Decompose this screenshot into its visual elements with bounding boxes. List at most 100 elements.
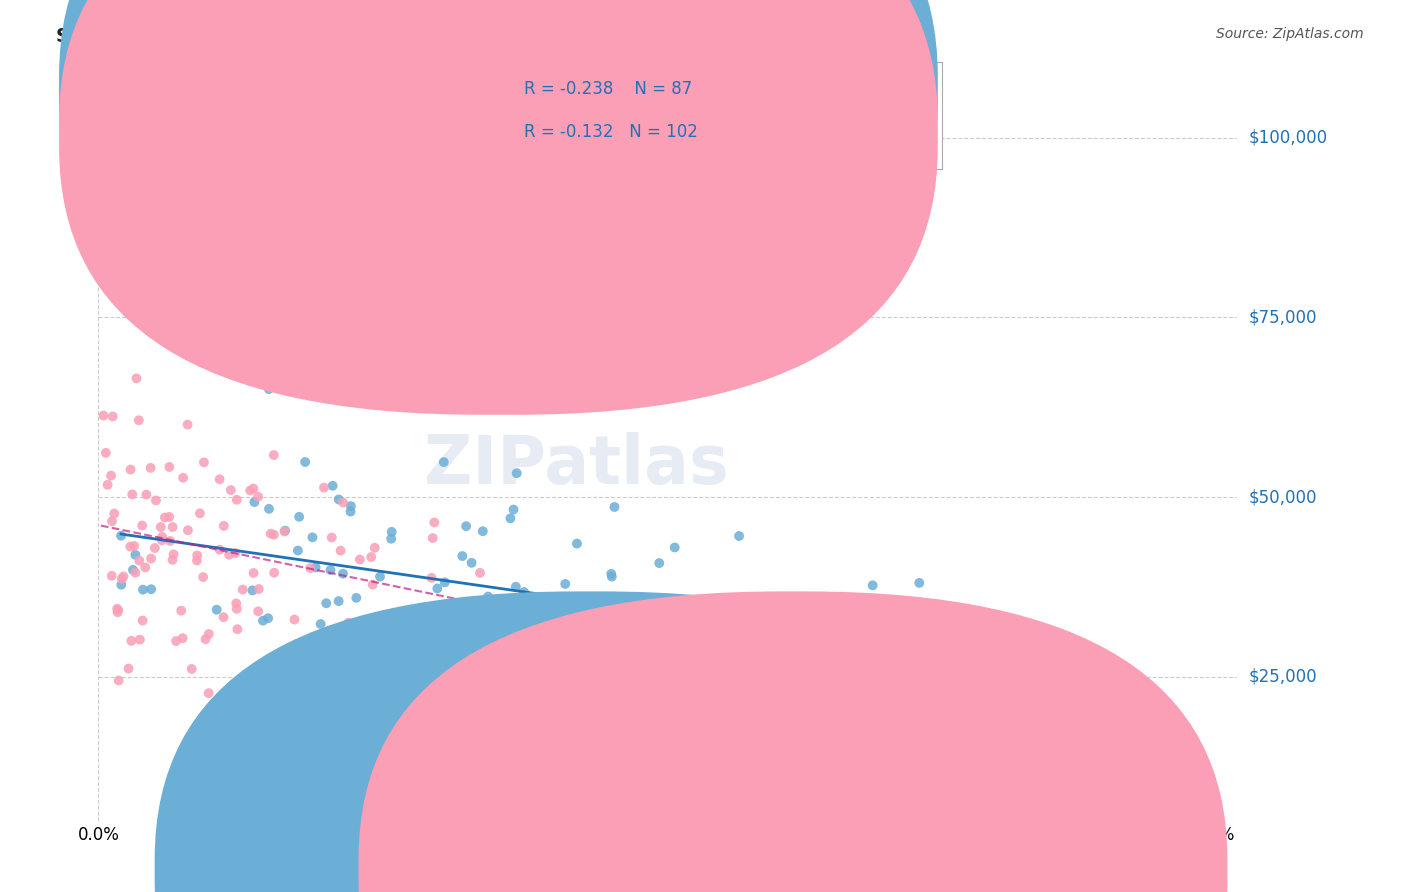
Point: [600, 569, 623, 583]
Point: [263, 448, 285, 462]
Point: [120, 633, 142, 648]
Point: [288, 642, 311, 657]
Point: [349, 552, 371, 566]
Point: [172, 471, 194, 485]
Point: [287, 543, 309, 558]
Point: [101, 514, 124, 528]
Point: [328, 492, 350, 507]
Point: [381, 524, 404, 539]
Point: [97, 477, 120, 491]
Point: [416, 646, 439, 660]
Point: [294, 455, 316, 469]
Point: [157, 460, 180, 475]
Point: [134, 560, 156, 574]
Point: [247, 604, 270, 618]
Point: [186, 553, 208, 567]
Point: [600, 566, 623, 581]
Point: [131, 518, 153, 533]
Point: [533, 630, 555, 644]
Point: [139, 582, 162, 597]
Point: [527, 656, 550, 670]
Point: [433, 575, 456, 590]
Point: [395, 667, 418, 681]
Point: [197, 627, 219, 641]
Point: [340, 499, 363, 513]
Point: [101, 409, 124, 424]
Point: [125, 371, 148, 385]
Text: SCOTCH-IRISH VS PAKISTANI PER CAPITA INCOME CORRELATION CHART: SCOTCH-IRISH VS PAKISTANI PER CAPITA INC…: [56, 27, 837, 45]
Point: [122, 563, 145, 577]
Point: [420, 571, 443, 585]
Point: [664, 541, 686, 555]
Point: [132, 582, 155, 597]
Point: [305, 560, 328, 574]
Point: [328, 594, 350, 608]
Point: [225, 492, 247, 507]
Point: [243, 495, 266, 509]
Point: [322, 479, 344, 493]
Point: [208, 472, 231, 486]
Point: [554, 577, 576, 591]
Point: [263, 527, 285, 541]
Point: [131, 614, 153, 628]
Point: [468, 566, 491, 580]
Point: [117, 662, 139, 676]
Point: [100, 468, 122, 483]
Point: [506, 467, 529, 481]
Point: [159, 533, 181, 548]
Point: [149, 520, 172, 534]
Point: [100, 569, 122, 583]
Point: [197, 686, 219, 700]
Point: [368, 569, 391, 583]
Text: $50,000: $50,000: [1249, 488, 1317, 506]
Point: [380, 532, 402, 546]
Point: [90, 160, 112, 174]
Point: [120, 462, 142, 476]
Point: [329, 543, 352, 558]
Point: [283, 613, 305, 627]
Point: [128, 554, 150, 568]
Point: [260, 526, 283, 541]
Point: [212, 519, 235, 533]
Point: [247, 582, 270, 596]
Point: [257, 382, 280, 396]
Point: [453, 599, 475, 614]
Point: [891, 615, 914, 629]
Point: [139, 551, 162, 566]
Point: [105, 601, 128, 615]
Point: [128, 413, 150, 427]
Text: Source: ZipAtlas.com: Source: ZipAtlas.com: [1216, 27, 1364, 41]
Point: [177, 523, 200, 537]
Point: [384, 656, 406, 670]
Point: [242, 482, 264, 496]
Point: [516, 649, 538, 664]
Point: [121, 487, 143, 501]
Point: [176, 417, 198, 432]
Text: R = -0.238    N = 87: R = -0.238 N = 87: [524, 80, 693, 98]
Point: [226, 622, 249, 636]
Point: [312, 481, 335, 495]
Point: [505, 580, 527, 594]
Point: [257, 501, 280, 516]
Point: [103, 507, 125, 521]
Point: [472, 696, 495, 710]
Point: [887, 677, 910, 691]
Point: [252, 614, 274, 628]
Point: [186, 549, 208, 563]
Point: [935, 663, 957, 677]
Point: [361, 577, 384, 591]
Point: [162, 547, 184, 561]
Point: [194, 632, 217, 647]
Point: [193, 455, 215, 469]
Point: [862, 578, 884, 592]
Point: [770, 659, 793, 673]
Point: [607, 703, 630, 717]
Point: [855, 644, 877, 658]
Point: [110, 529, 132, 543]
Point: [212, 610, 235, 624]
Point: [524, 651, 547, 665]
Point: [908, 575, 931, 590]
Point: [274, 524, 297, 538]
Text: $75,000: $75,000: [1249, 309, 1317, 326]
Point: [730, 646, 752, 660]
